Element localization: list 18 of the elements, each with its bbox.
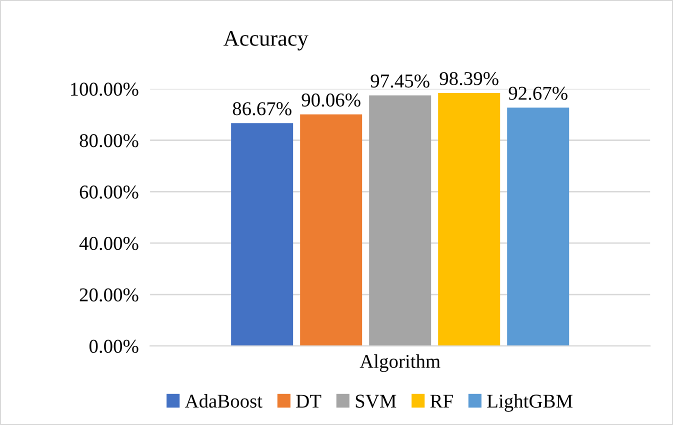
y-tick-label: 100.00% [71,82,138,96]
y-tick-label: 40.00% [79,236,138,250]
x-tick-label: Algorithm [360,354,440,372]
y-tick-label: 60.00% [80,185,138,199]
data-label: 98.39% [440,72,498,86]
chart-title: Accuracy [223,30,308,50]
data-label: 92.67% [508,86,568,100]
legend-label: LightGBM [487,394,572,412]
legend-label: AdaBoost [184,394,262,408]
data-label: 90.06% [302,93,360,107]
y-tick-label: 0.00% [89,340,138,353]
y-tick-label: 80.00% [80,134,138,148]
legend-label: SVM [356,394,396,408]
legend-label: DT [296,394,322,408]
data-label: 97.45% [370,74,430,88]
legend-label: RF [430,394,453,408]
y-tick-label: 20.00% [80,288,138,302]
data-label: 86.67% [232,102,292,116]
